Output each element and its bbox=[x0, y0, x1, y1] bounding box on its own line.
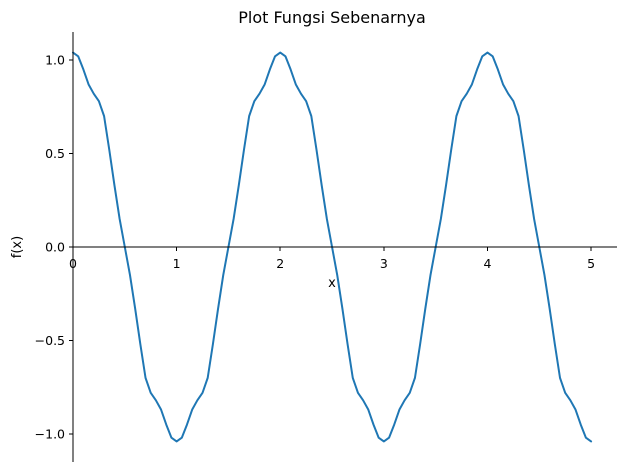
y-axis-label: f(x) bbox=[10, 236, 25, 258]
x-axis-label: x bbox=[328, 276, 336, 291]
y-tick-label: 0.5 bbox=[45, 146, 65, 161]
y-tick-label: 0.0 bbox=[45, 240, 65, 255]
plot-area: 0 1 2 3 4 5 −1.0 −0.5 0.0 0.5 1.0 x f(x) bbox=[10, 32, 617, 462]
y-tick-label: −1.0 bbox=[35, 426, 65, 441]
x-tick-label: 2 bbox=[276, 256, 284, 271]
chart-title: Plot Fungsi Sebenarnya bbox=[238, 8, 426, 27]
x-tick-label: 3 bbox=[380, 256, 388, 271]
y-tick-label: 1.0 bbox=[45, 53, 65, 68]
x-tick-label: 4 bbox=[483, 256, 491, 271]
x-tick-label: 5 bbox=[587, 256, 595, 271]
x-tick-label: 1 bbox=[173, 256, 181, 271]
y-tick-label: −0.5 bbox=[35, 333, 65, 348]
x-tick-label: 0 bbox=[69, 256, 77, 271]
